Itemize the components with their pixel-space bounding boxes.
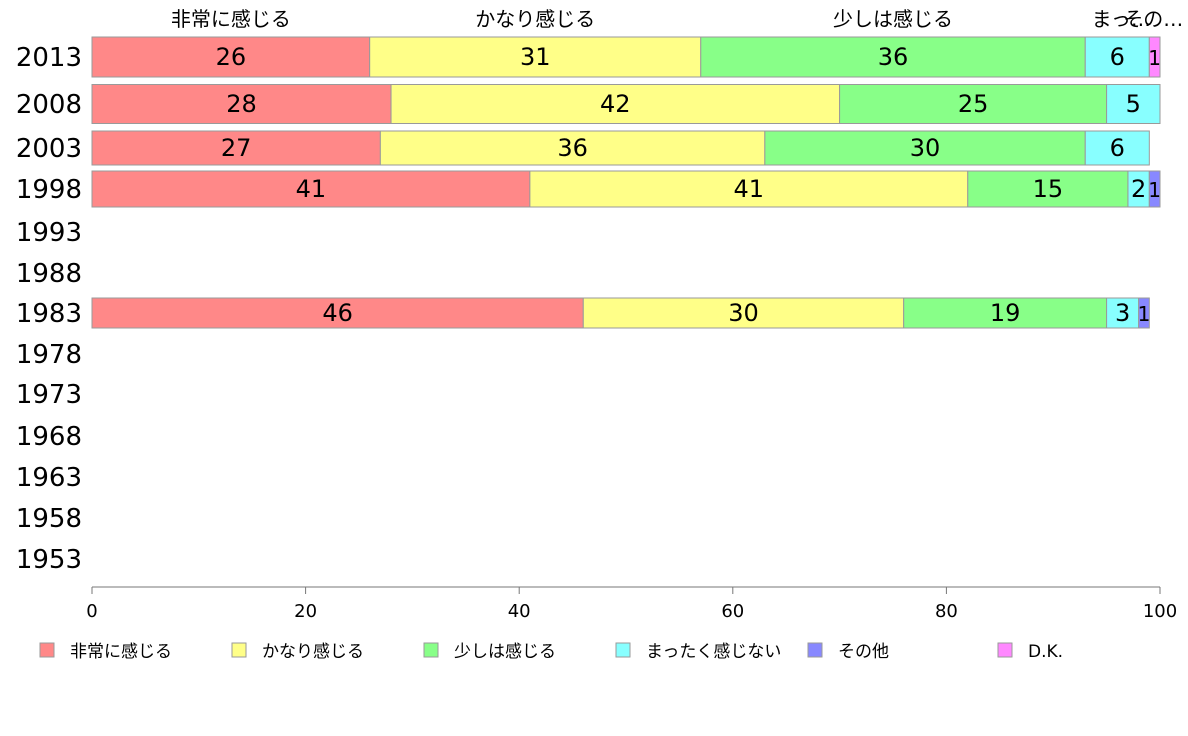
year-label-2003: 2003: [16, 134, 82, 164]
x-tick-label-0: 0: [86, 601, 97, 622]
year-label-2008: 2008: [16, 90, 82, 120]
bar-2003-series-0: [91, 130, 381, 166]
bar-2013-series-0: [91, 36, 371, 78]
bar-2003-series-2: [764, 130, 1086, 166]
bar-2013-series-5: [1148, 36, 1161, 78]
data-label-1983-series-3: 3: [1115, 299, 1130, 327]
bar-2003-series-3: [1084, 130, 1150, 166]
year-label-1983: 1983: [16, 299, 82, 329]
legend-swatch-2: [423, 642, 439, 658]
x-tick-label-40: 40: [508, 601, 531, 622]
legend-label-2: 少しは感じる: [454, 642, 556, 662]
bar-2008-series-0: [91, 84, 392, 124]
data-label-1983-series-2: 19: [990, 299, 1021, 327]
data-label-1983-series-4: 1: [1138, 302, 1151, 326]
data-label-2008-series-3: 5: [1126, 90, 1141, 118]
year-label-1993: 1993: [16, 218, 82, 248]
data-label-1983-series-1: 30: [728, 299, 759, 327]
legend-swatch-5: [997, 642, 1013, 658]
data-label-2008-series-2: 25: [958, 90, 989, 118]
data-label-1998-series-1: 41: [734, 175, 765, 203]
bar-1998-series-1: [529, 170, 969, 208]
year-label-1963: 1963: [16, 463, 82, 493]
legend-swatch-4: [807, 642, 823, 658]
x-tick-label-60: 60: [721, 601, 744, 622]
legend-label-3: まったく感じない: [646, 642, 781, 662]
data-label-1998-series-3: 2: [1131, 175, 1146, 203]
top-label-4: その…: [1123, 7, 1183, 31]
bar-2008-series-3: [1106, 84, 1161, 124]
bar-1983-series-1: [582, 297, 905, 329]
bar-2003-series-1: [379, 130, 766, 166]
data-label-1998-series-2: 15: [1033, 175, 1064, 203]
bar-1998-series-4: [1148, 170, 1161, 208]
year-label-1988: 1988: [16, 259, 82, 289]
x-tick-label-100: 100: [1143, 601, 1177, 622]
top-label-2: 少しは感じる: [833, 7, 953, 31]
legend-label-4: その他: [838, 642, 889, 662]
legend-label-1: かなり感じる: [262, 642, 364, 662]
data-label-2013-series-3: 6: [1110, 43, 1125, 71]
bar-2008-series-1: [390, 84, 841, 124]
year-label-1973: 1973: [16, 380, 82, 410]
data-label-2003-series-2: 30: [910, 134, 941, 162]
legend-swatch-0: [39, 642, 55, 658]
top-label-3: まっ…: [1092, 7, 1151, 31]
bar-2013-series-2: [700, 36, 1086, 78]
data-label-1983-series-0: 46: [322, 299, 353, 327]
year-label-2013: 2013: [16, 43, 82, 73]
data-label-2013-series-5: 1: [1148, 46, 1161, 70]
data-label-2013-series-1: 31: [520, 43, 551, 71]
top-label-0: 非常に感じる: [171, 7, 291, 31]
data-label-2003-series-3: 6: [1110, 134, 1125, 162]
bar-2008-series-2: [839, 84, 1108, 124]
data-label-2003-series-0: 27: [221, 134, 252, 162]
data-label-1998-series-4: 1: [1148, 178, 1161, 202]
data-label-2013-series-0: 26: [216, 43, 247, 71]
data-label-2008-series-1: 42: [600, 90, 631, 118]
data-label-1998-series-0: 41: [296, 175, 327, 203]
year-label-1968: 1968: [16, 422, 82, 452]
legend-swatch-1: [231, 642, 247, 658]
year-label-1953: 1953: [16, 545, 82, 575]
year-label-1958: 1958: [16, 504, 82, 534]
legend-label-5: D.K.: [1028, 642, 1063, 662]
bar-2013-series-1: [369, 36, 702, 78]
bar-1983-series-4: [1138, 297, 1150, 329]
data-label-2003-series-1: 36: [557, 134, 588, 162]
bar-1998-series-0: [91, 170, 531, 208]
data-label-2008-series-0: 28: [226, 90, 257, 118]
bar-1983-series-0: [91, 297, 584, 329]
bar-1998-series-2: [967, 170, 1129, 208]
data-label-2013-series-2: 36: [878, 43, 909, 71]
year-label-1998: 1998: [16, 175, 82, 205]
legend-label-0: 非常に感じる: [70, 642, 172, 662]
x-tick-label-80: 80: [935, 601, 958, 622]
x-tick-label-20: 20: [294, 601, 317, 622]
top-label-1: かなり感じる: [475, 7, 595, 31]
year-label-1978: 1978: [16, 340, 82, 370]
bar-1983-series-3: [1106, 297, 1140, 329]
legend-swatch-3: [615, 642, 631, 658]
